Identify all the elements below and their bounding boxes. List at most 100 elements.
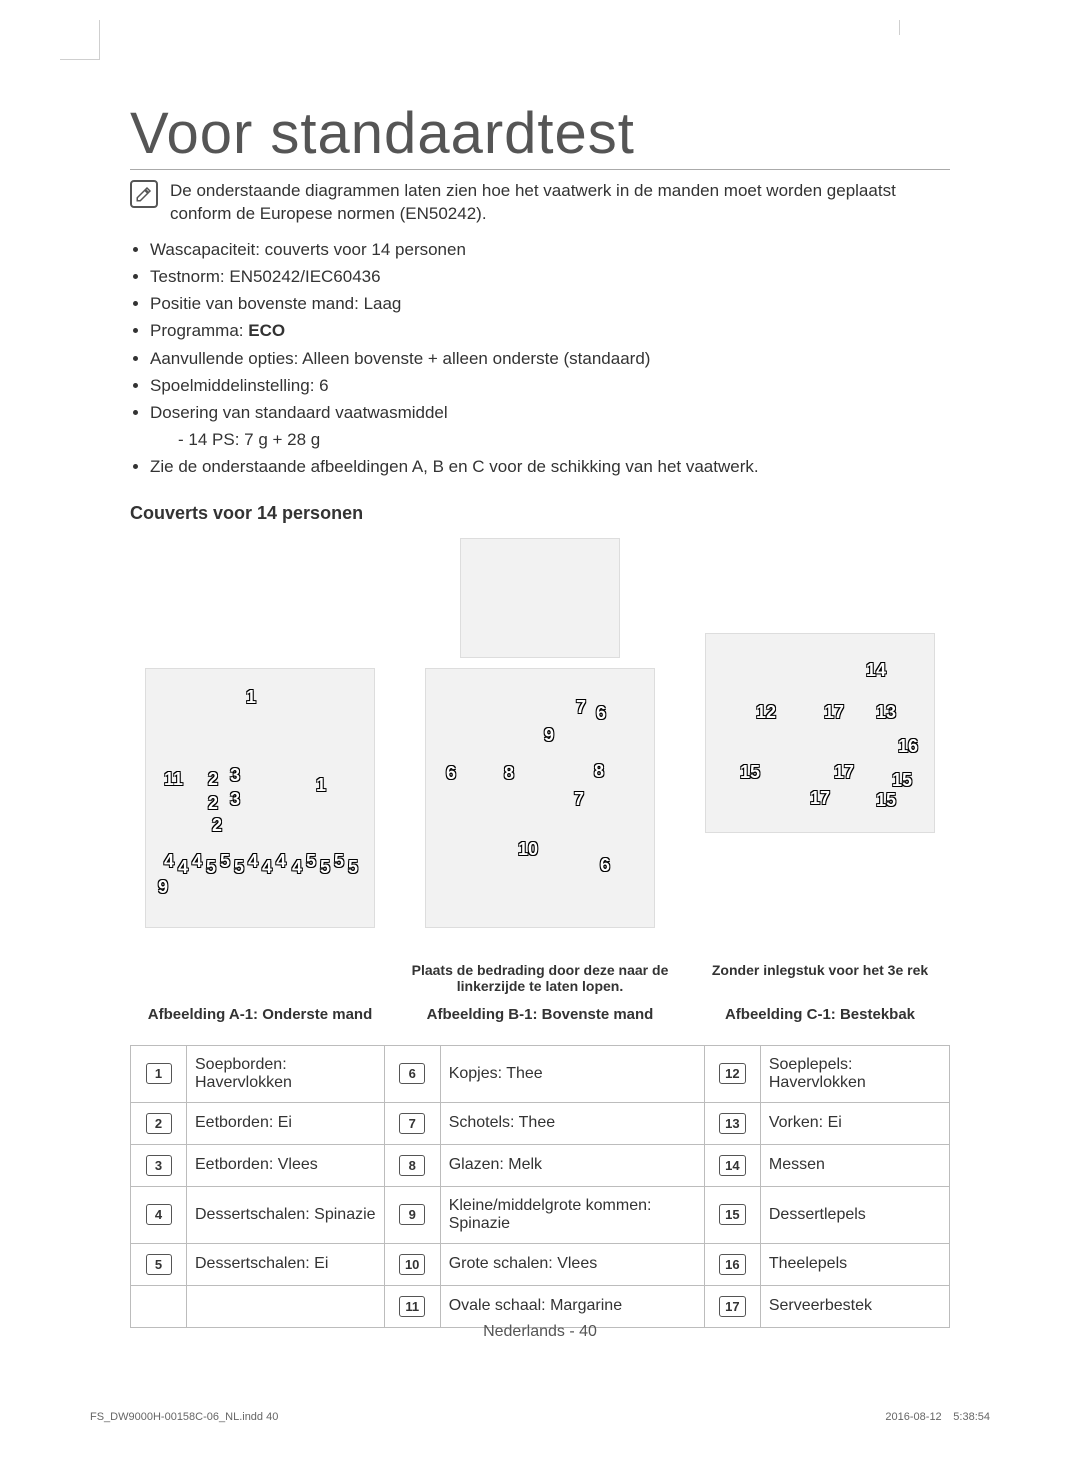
fig-label: 5 (334, 851, 344, 872)
fig-label: 4 (276, 851, 286, 872)
num-badge: 15 (719, 1204, 745, 1225)
num-badge: 2 (146, 1113, 172, 1134)
intro-row: De onderstaande diagrammen laten zien ho… (130, 180, 950, 226)
fig-label: 12 (756, 702, 776, 723)
bullet-item: Aanvullende opties: Alleen bovenste + al… (150, 345, 950, 372)
num-badge: 17 (719, 1296, 745, 1317)
fig-label: 4 (164, 851, 174, 872)
bullet-item: Dosering van standaard vaatwasmiddel 14 … (150, 399, 950, 453)
footer-file: FS_DW9000H-00158C-06_NL.indd 40 (90, 1411, 278, 1423)
pencil-note-icon (135, 185, 153, 203)
num-badge: 1 (146, 1063, 172, 1084)
intro-text: De onderstaande diagrammen laten zien ho… (170, 180, 950, 226)
bullet-item: Wascapaciteit: couverts voor 14 personen (150, 236, 950, 263)
fig-label: 9 (544, 725, 554, 746)
fig-label: 14 (866, 660, 886, 681)
fig-label: 7 (576, 697, 586, 718)
legend-text-cell: Ovale schaal: Margarine (440, 1285, 704, 1327)
num-badge: 12 (719, 1063, 745, 1084)
num-badge: 11 (399, 1296, 425, 1317)
legend-text-cell: Schotels: Thee (440, 1102, 704, 1144)
legend-num-cell: 10 (384, 1243, 440, 1285)
bullet-list: Wascapaciteit: couverts voor 14 personen… (150, 236, 950, 481)
bullet-item: Zie de onderstaande afbeeldingen A, B en… (150, 453, 950, 480)
legend-text-cell: Kleine/middelgrote kommen: Spinazie (440, 1186, 704, 1243)
table-row: 5Dessertschalen: Ei10Grote schalen: Vlee… (131, 1243, 950, 1285)
fig-label: 6 (596, 703, 606, 724)
fig-label: 4 (262, 857, 272, 878)
legend-num-cell: 17 (704, 1285, 760, 1327)
fig-label: 4 (292, 857, 302, 878)
num-badge: 5 (146, 1254, 172, 1275)
figure-a-col: 1 11 2 3 1 2 3 2 4 4 4 5 5 5 4 4 4 4 5 5 (130, 538, 390, 1023)
fig-label: 13 (876, 702, 896, 723)
legend-table: 1Soepborden: Havervlokken6Kopjes: Thee12… (130, 1045, 950, 1328)
legend-text-cell: Vorken: Ei (760, 1102, 949, 1144)
legend-num-cell: 16 (704, 1243, 760, 1285)
legend-text-cell: Dessertschalen: Ei (187, 1243, 385, 1285)
footer-page: 40 (579, 1323, 597, 1340)
num-badge: 14 (719, 1155, 745, 1176)
bullet-bold: ECO (248, 321, 285, 340)
figures-row: 1 11 2 3 1 2 3 2 4 4 4 5 5 5 4 4 4 4 5 5 (130, 538, 950, 1023)
page-content: Voor standaardtest De onderstaande diagr… (130, 100, 950, 1328)
table-row: 1Soepborden: Havervlokken6Kopjes: Thee12… (131, 1045, 950, 1102)
table-row: 3Eetborden: Vlees8Glazen: Melk14Messen (131, 1144, 950, 1186)
legend-num-cell: 8 (384, 1144, 440, 1186)
fig-label: 5 (234, 857, 244, 878)
legend-num-cell: 12 (704, 1045, 760, 1102)
legend-text-cell: Kopjes: Thee (440, 1045, 704, 1102)
fig-label: 7 (574, 789, 584, 810)
fig-label: 15 (876, 790, 896, 811)
figure-c-image: 14 12 17 13 16 15 17 17 15 15 (705, 633, 935, 833)
figure-caption: Afbeelding A-1: Onderste mand (148, 1006, 372, 1023)
fig-label: 4 (248, 851, 258, 872)
legend-num-cell: 9 (384, 1186, 440, 1243)
legend-num-cell: 2 (131, 1102, 187, 1144)
fig-label: 2 (212, 815, 222, 836)
fig-label: 5 (320, 857, 330, 878)
legend-num-cell: 11 (384, 1285, 440, 1327)
fig-label: 5 (348, 857, 358, 878)
figure-caption: Afbeelding B-1: Bovenste mand (427, 1006, 654, 1023)
legend-num-cell: 4 (131, 1186, 187, 1243)
bullet-item: Programma: ECO (150, 317, 950, 344)
figure-b-col: 7 6 9 6 8 8 7 10 6 Plaats de bedrading d… (410, 538, 670, 1023)
legend-text-cell: Glazen: Melk (440, 1144, 704, 1186)
legend-num-cell: 6 (384, 1045, 440, 1102)
legend-text-cell: Eetborden: Ei (187, 1102, 385, 1144)
legend-num-cell: 7 (384, 1102, 440, 1144)
bullet-text: Dosering van standaard vaatwasmiddel (150, 403, 448, 422)
legend-text-cell: Messen (760, 1144, 949, 1186)
num-badge: 9 (399, 1204, 425, 1225)
table-row: 11 Ovale schaal: Margarine 17 Serveerbestek (131, 1285, 950, 1327)
num-badge: 3 (146, 1155, 172, 1176)
footer-center: Nederlands - 40 (0, 1323, 1080, 1341)
num-badge: 4 (146, 1204, 172, 1225)
fig-label: 8 (594, 761, 604, 782)
fig-label: 16 (898, 736, 918, 757)
legend-num-cell: 15 (704, 1186, 760, 1243)
fig-label: 6 (600, 855, 610, 876)
fig-label: 6 (446, 763, 456, 784)
legend-num-cell: 1 (131, 1045, 187, 1102)
legend-num-cell: 5 (131, 1243, 187, 1285)
bullet-item: Testnorm: EN50242/IEC60436 (150, 263, 950, 290)
num-badge: 8 (399, 1155, 425, 1176)
page-title: Voor standaardtest (130, 100, 950, 170)
figure-a-image: 1 11 2 3 1 2 3 2 4 4 4 5 5 5 4 4 4 4 5 5 (145, 668, 375, 928)
footer-lang: Nederlands - (483, 1323, 579, 1340)
fig-label: 15 (892, 770, 912, 791)
fig-label: 3 (230, 789, 240, 810)
legend-num-cell: 3 (131, 1144, 187, 1186)
fig-label: 5 (220, 851, 230, 872)
legend-num-cell (131, 1285, 187, 1327)
legend-text-cell: Serveerbestek (760, 1285, 949, 1327)
legend-text-cell: Soeplepels: Havervlokken (760, 1045, 949, 1102)
fig-label: 9 (158, 877, 168, 898)
table-row: 2Eetborden: Ei7Schotels: Thee13Vorken: E… (131, 1102, 950, 1144)
fig-label: 1 (246, 687, 256, 708)
legend-body: 1Soepborden: Havervlokken6Kopjes: Thee12… (131, 1045, 950, 1327)
figure-c-col: 14 12 17 13 16 15 17 17 15 15 Zonder inl… (690, 538, 950, 1023)
section-subhead: Couverts voor 14 personen (130, 503, 950, 524)
